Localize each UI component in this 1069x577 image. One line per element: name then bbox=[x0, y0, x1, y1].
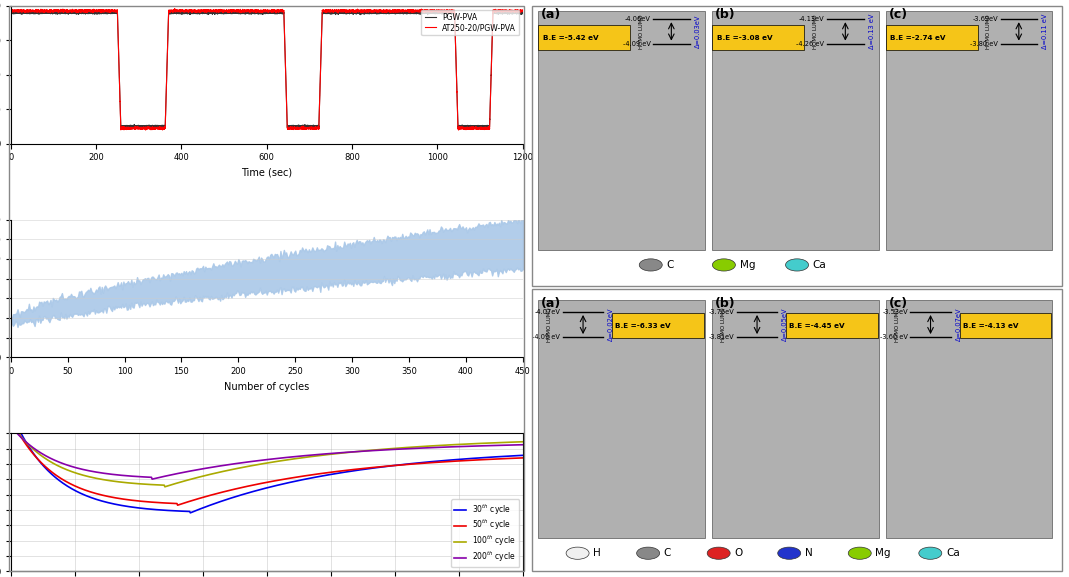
X-axis label: Number of cycles: Number of cycles bbox=[224, 382, 309, 392]
Circle shape bbox=[778, 547, 801, 559]
Text: -4.07eV: -4.07eV bbox=[534, 309, 560, 315]
Text: B.E =-4.45 eV: B.E =-4.45 eV bbox=[789, 323, 845, 329]
Text: -3.53eV: -3.53eV bbox=[882, 309, 908, 315]
FancyBboxPatch shape bbox=[539, 25, 630, 50]
Circle shape bbox=[786, 259, 808, 271]
Legend: PGW-PVA, AT250-20/PGW-PVA: PGW-PVA, AT250-20/PGW-PVA bbox=[421, 10, 520, 35]
PGW-PVA bbox=[274, 9, 286, 16]
Text: Δ=0.13 eV: Δ=0.13 eV bbox=[869, 14, 874, 49]
AT250-20/PGW-PVA bbox=[452, 126, 465, 133]
Text: -4.26 eV: -4.26 eV bbox=[796, 40, 824, 47]
Line: PGW-PVA: PGW-PVA bbox=[11, 10, 523, 128]
PGW-PVA bbox=[4, 9, 17, 16]
Text: Δ=0.07eV: Δ=0.07eV bbox=[956, 308, 962, 341]
Text: -3.69eV: -3.69eV bbox=[973, 16, 998, 23]
Text: C: C bbox=[666, 260, 673, 270]
Text: (b): (b) bbox=[715, 8, 735, 21]
PGW-PVA bbox=[137, 123, 150, 130]
PGW-PVA bbox=[516, 10, 529, 17]
FancyBboxPatch shape bbox=[786, 313, 878, 338]
Text: (b): (b) bbox=[715, 297, 735, 309]
AT250-20/PGW-PVA bbox=[4, 7, 17, 14]
Text: -3.60 eV: -3.60 eV bbox=[880, 334, 908, 340]
PGW-PVA bbox=[31, 9, 44, 16]
Circle shape bbox=[712, 259, 735, 271]
AT250-20/PGW-PVA bbox=[137, 125, 150, 132]
Circle shape bbox=[708, 547, 730, 559]
Circle shape bbox=[639, 259, 662, 271]
Bar bbox=[539, 299, 704, 538]
Line: AT250-20/PGW-PVA: AT250-20/PGW-PVA bbox=[11, 9, 523, 130]
Text: HOMO LUMO: HOMO LUMO bbox=[812, 14, 818, 48]
FancyBboxPatch shape bbox=[960, 313, 1051, 338]
AT250-20/PGW-PVA bbox=[266, 6, 279, 13]
Bar bbox=[539, 12, 704, 250]
Text: B.E =-3.08 eV: B.E =-3.08 eV bbox=[716, 35, 772, 40]
Text: -3.80 eV: -3.80 eV bbox=[970, 40, 998, 47]
Text: Mg: Mg bbox=[876, 548, 890, 558]
FancyBboxPatch shape bbox=[886, 25, 977, 50]
Text: C: C bbox=[664, 548, 671, 558]
Text: HOMO LUMO: HOMO LUMO bbox=[638, 14, 644, 48]
Bar bbox=[712, 12, 879, 250]
Text: HOMO LUMO: HOMO LUMO bbox=[986, 14, 991, 48]
Text: HOMO LUMO: HOMO LUMO bbox=[895, 307, 900, 342]
Text: Δ=0.03eV: Δ=0.03eV bbox=[695, 15, 701, 48]
Text: -3.81eV: -3.81eV bbox=[709, 334, 734, 340]
Text: B.E =-2.74 eV: B.E =-2.74 eV bbox=[890, 35, 946, 40]
Text: Δ=0.02eV: Δ=0.02eV bbox=[608, 308, 615, 341]
Text: -3.76eV: -3.76eV bbox=[709, 309, 734, 315]
FancyBboxPatch shape bbox=[613, 313, 703, 338]
Text: N: N bbox=[805, 548, 812, 558]
Text: Δ=0.05eV: Δ=0.05eV bbox=[783, 308, 788, 341]
Circle shape bbox=[637, 547, 660, 559]
Text: -4.09 eV: -4.09 eV bbox=[622, 40, 650, 47]
Bar bbox=[712, 299, 879, 538]
AT250-20/PGW-PVA bbox=[516, 7, 529, 14]
PGW-PVA bbox=[481, 125, 494, 132]
Text: Mg: Mg bbox=[740, 260, 755, 270]
FancyBboxPatch shape bbox=[712, 25, 804, 50]
Text: Δ=0.11 eV: Δ=0.11 eV bbox=[1042, 14, 1049, 49]
Circle shape bbox=[849, 547, 871, 559]
Circle shape bbox=[567, 547, 589, 559]
Legend: 30$^{th}$ cycle, 50$^{th}$ cycle, 100$^{th}$ cycle, 200$^{th}$ cycle: 30$^{th}$ cycle, 50$^{th}$ cycle, 100$^{… bbox=[451, 499, 520, 567]
Text: -4.06eV: -4.06eV bbox=[624, 16, 650, 23]
Text: B.E =-4.13 eV: B.E =-4.13 eV bbox=[963, 323, 1019, 329]
Text: (c): (c) bbox=[888, 8, 908, 21]
Text: H: H bbox=[593, 548, 601, 558]
Text: (a): (a) bbox=[541, 8, 561, 21]
AT250-20/PGW-PVA bbox=[80, 6, 93, 13]
Circle shape bbox=[918, 547, 942, 559]
Bar bbox=[886, 12, 1052, 250]
AT250-20/PGW-PVA bbox=[31, 8, 44, 14]
Text: B.E =-5.42 eV: B.E =-5.42 eV bbox=[543, 35, 599, 40]
X-axis label: Time (sec): Time (sec) bbox=[242, 168, 292, 178]
Text: O: O bbox=[734, 548, 743, 558]
PGW-PVA bbox=[13, 7, 26, 14]
Text: HOMO LUMO: HOMO LUMO bbox=[547, 307, 553, 342]
Text: (a): (a) bbox=[541, 297, 561, 309]
PGW-PVA bbox=[80, 9, 93, 16]
Text: HOMO LUMO: HOMO LUMO bbox=[722, 307, 726, 342]
AT250-20/PGW-PVA bbox=[168, 5, 181, 12]
Text: (c): (c) bbox=[888, 297, 908, 309]
Text: B.E =-6.33 eV: B.E =-6.33 eV bbox=[616, 323, 671, 329]
Bar bbox=[886, 299, 1052, 538]
AT250-20/PGW-PVA bbox=[315, 11, 328, 18]
AT250-20/PGW-PVA bbox=[274, 8, 286, 15]
Text: Ca: Ca bbox=[946, 548, 960, 558]
PGW-PVA bbox=[315, 13, 328, 20]
Text: -4.13eV: -4.13eV bbox=[799, 16, 824, 23]
PGW-PVA bbox=[266, 9, 279, 16]
Text: -4.09 eV: -4.09 eV bbox=[532, 334, 560, 340]
Text: Ca: Ca bbox=[812, 260, 826, 270]
